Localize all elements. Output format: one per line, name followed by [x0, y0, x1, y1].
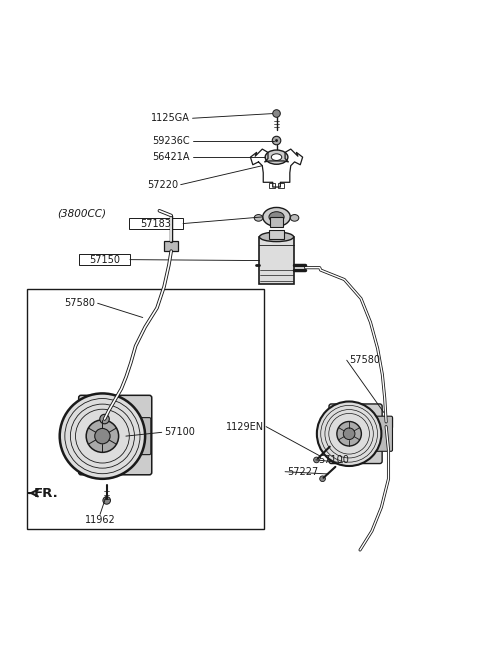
Ellipse shape [260, 232, 294, 241]
Circle shape [320, 476, 325, 481]
Text: FR.: FR. [34, 487, 59, 500]
Bar [269, 230, 284, 239]
Text: 57580: 57580 [64, 298, 96, 308]
Text: 1129EN: 1129EN [226, 422, 264, 432]
Ellipse shape [269, 212, 284, 222]
Bar [278, 182, 284, 188]
Bar [26, 289, 264, 528]
Circle shape [337, 421, 361, 446]
Circle shape [60, 394, 145, 479]
Circle shape [272, 136, 281, 145]
FancyBboxPatch shape [124, 418, 151, 455]
Ellipse shape [263, 207, 290, 226]
Bar [381, 417, 392, 426]
Circle shape [103, 496, 110, 504]
Text: 57150: 57150 [89, 254, 120, 265]
Ellipse shape [271, 154, 282, 160]
Text: 57580: 57580 [349, 355, 380, 365]
Text: 56421A: 56421A [153, 152, 190, 162]
Circle shape [86, 420, 119, 453]
Circle shape [313, 457, 319, 463]
Circle shape [100, 414, 109, 424]
FancyBboxPatch shape [79, 395, 152, 475]
Text: 57100: 57100 [164, 427, 195, 438]
Bar [269, 182, 275, 188]
Ellipse shape [265, 150, 288, 164]
Text: 11962: 11962 [84, 515, 115, 525]
Text: 57100: 57100 [318, 455, 349, 465]
Text: 57220: 57220 [147, 180, 179, 190]
Bar [129, 218, 183, 230]
Text: (3800CC): (3800CC) [57, 208, 107, 218]
Text: 57227: 57227 [288, 467, 319, 477]
Circle shape [317, 402, 382, 466]
FancyBboxPatch shape [364, 416, 393, 451]
Bar [260, 237, 294, 284]
Circle shape [273, 110, 280, 117]
FancyBboxPatch shape [329, 404, 382, 464]
Ellipse shape [290, 215, 299, 221]
Text: 57183: 57183 [141, 218, 171, 228]
Text: 1125GA: 1125GA [151, 113, 190, 123]
Ellipse shape [254, 215, 263, 221]
Bar [79, 254, 130, 266]
Circle shape [275, 139, 278, 142]
Bar [270, 217, 283, 228]
Circle shape [343, 428, 355, 439]
Text: 59236C: 59236C [153, 135, 190, 146]
Circle shape [95, 428, 110, 444]
Bar [164, 241, 179, 251]
